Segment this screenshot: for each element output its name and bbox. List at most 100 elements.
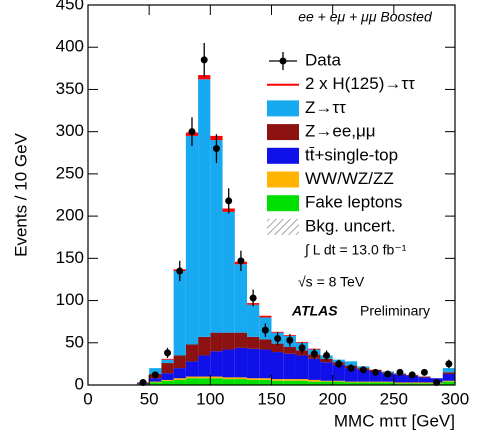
hist-bar	[308, 358, 321, 380]
data-point	[286, 336, 294, 344]
hist-bar	[332, 364, 345, 381]
legend-swatch	[267, 124, 299, 141]
hist-bar	[320, 381, 333, 385]
y-tick-label: 250	[56, 163, 84, 182]
hist-bar	[198, 378, 211, 385]
hist-bar	[185, 344, 199, 362]
hist-bar	[234, 264, 248, 333]
hist-bar	[247, 348, 260, 379]
data-point	[384, 370, 392, 378]
hist-bar	[308, 381, 321, 385]
hist-bar	[161, 380, 174, 385]
hist-bar	[210, 140, 223, 333]
hist-bar	[185, 361, 199, 377]
hist-bar	[393, 382, 407, 384]
hist-bar	[222, 379, 235, 385]
hist-bar	[381, 382, 394, 385]
experiment-label: ATLAS	[291, 303, 338, 319]
hist-bar	[259, 349, 272, 379]
hist-bar	[332, 381, 345, 385]
hist-bar	[222, 211, 235, 333]
hist-bar	[247, 336, 260, 349]
y-tick-label: 450	[56, 0, 84, 13]
legend-label: Z→ττ	[305, 98, 346, 117]
hist-bar	[320, 362, 333, 381]
legend-label: Data	[305, 50, 341, 69]
data-point	[396, 368, 404, 376]
hist-bar	[185, 378, 199, 385]
data-point	[237, 257, 245, 265]
hist-bar	[161, 373, 174, 380]
hist-bar	[442, 374, 455, 381]
x-tick-label: 100	[196, 389, 224, 408]
x-axis-label: MMC mττ [GeV]	[334, 411, 455, 430]
hist-bar	[442, 372, 455, 375]
hist-bar	[418, 383, 431, 385]
hist-bar	[369, 381, 382, 383]
hist-bar	[161, 379, 174, 381]
legend-label: 2 x H(125)→ττ	[305, 74, 415, 93]
hist-bar	[308, 379, 321, 382]
hist-bar	[185, 135, 199, 345]
y-axis-label: Events / 10 GeV	[11, 132, 30, 256]
legend-label: Fake leptons	[305, 193, 402, 212]
hist-bar	[210, 378, 223, 385]
data-point	[261, 326, 269, 334]
hist-bar	[173, 355, 186, 369]
hist-bar	[369, 371, 382, 382]
data-point	[225, 197, 233, 205]
data-point	[408, 371, 416, 379]
hist-bar	[149, 368, 162, 375]
hist-bar	[406, 383, 419, 385]
hist-bar	[442, 368, 455, 373]
data-point	[298, 344, 306, 352]
hist-bar	[222, 349, 235, 378]
hist-bar	[247, 378, 260, 380]
legend-swatch	[267, 195, 299, 212]
hist-bar	[198, 75, 211, 80]
hist-bar	[357, 369, 370, 382]
x-tick-label: 250	[380, 389, 408, 408]
hist-bar	[295, 379, 309, 381]
data-point	[323, 351, 331, 359]
data-point	[274, 335, 282, 343]
hist-bar	[295, 355, 309, 380]
legend-swatch	[267, 218, 299, 235]
legend-label: Z→ee,μμ	[305, 122, 376, 141]
hist-bar	[222, 377, 235, 380]
data-point	[212, 145, 220, 153]
hist-bar	[344, 382, 358, 385]
y-tick-label: 200	[56, 206, 84, 225]
hist-bar	[369, 382, 382, 385]
status-label: Preliminary	[360, 303, 430, 319]
hist-bar	[344, 368, 358, 382]
hist-bar	[210, 332, 223, 352]
hist-bar	[271, 352, 284, 380]
energy-label: √s = 8 TeV	[298, 274, 365, 290]
hist-bar	[259, 339, 272, 350]
data-point	[371, 368, 379, 376]
y-tick-label: 150	[56, 248, 84, 267]
data-point	[249, 294, 257, 302]
hist-bar	[283, 379, 296, 381]
hist-bar	[271, 379, 284, 381]
hist-bar	[149, 381, 162, 383]
hist-bar	[198, 355, 211, 377]
hist-bar	[234, 379, 248, 385]
hist-bar	[295, 380, 309, 385]
hist-bar	[234, 332, 248, 348]
hist-bar	[271, 380, 284, 385]
y-tick-label: 100	[56, 290, 84, 309]
legend-swatch	[267, 147, 299, 164]
hist-bar	[198, 376, 211, 379]
hist-bar	[149, 382, 162, 385]
data-point	[420, 368, 428, 376]
legend-label: tt̄+single-top	[305, 145, 398, 164]
hist-bar	[161, 363, 174, 374]
x-tick-label: 150	[257, 389, 285, 408]
hist-bar	[406, 382, 419, 384]
hist-bar	[283, 353, 296, 380]
hist-bar	[185, 376, 199, 379]
